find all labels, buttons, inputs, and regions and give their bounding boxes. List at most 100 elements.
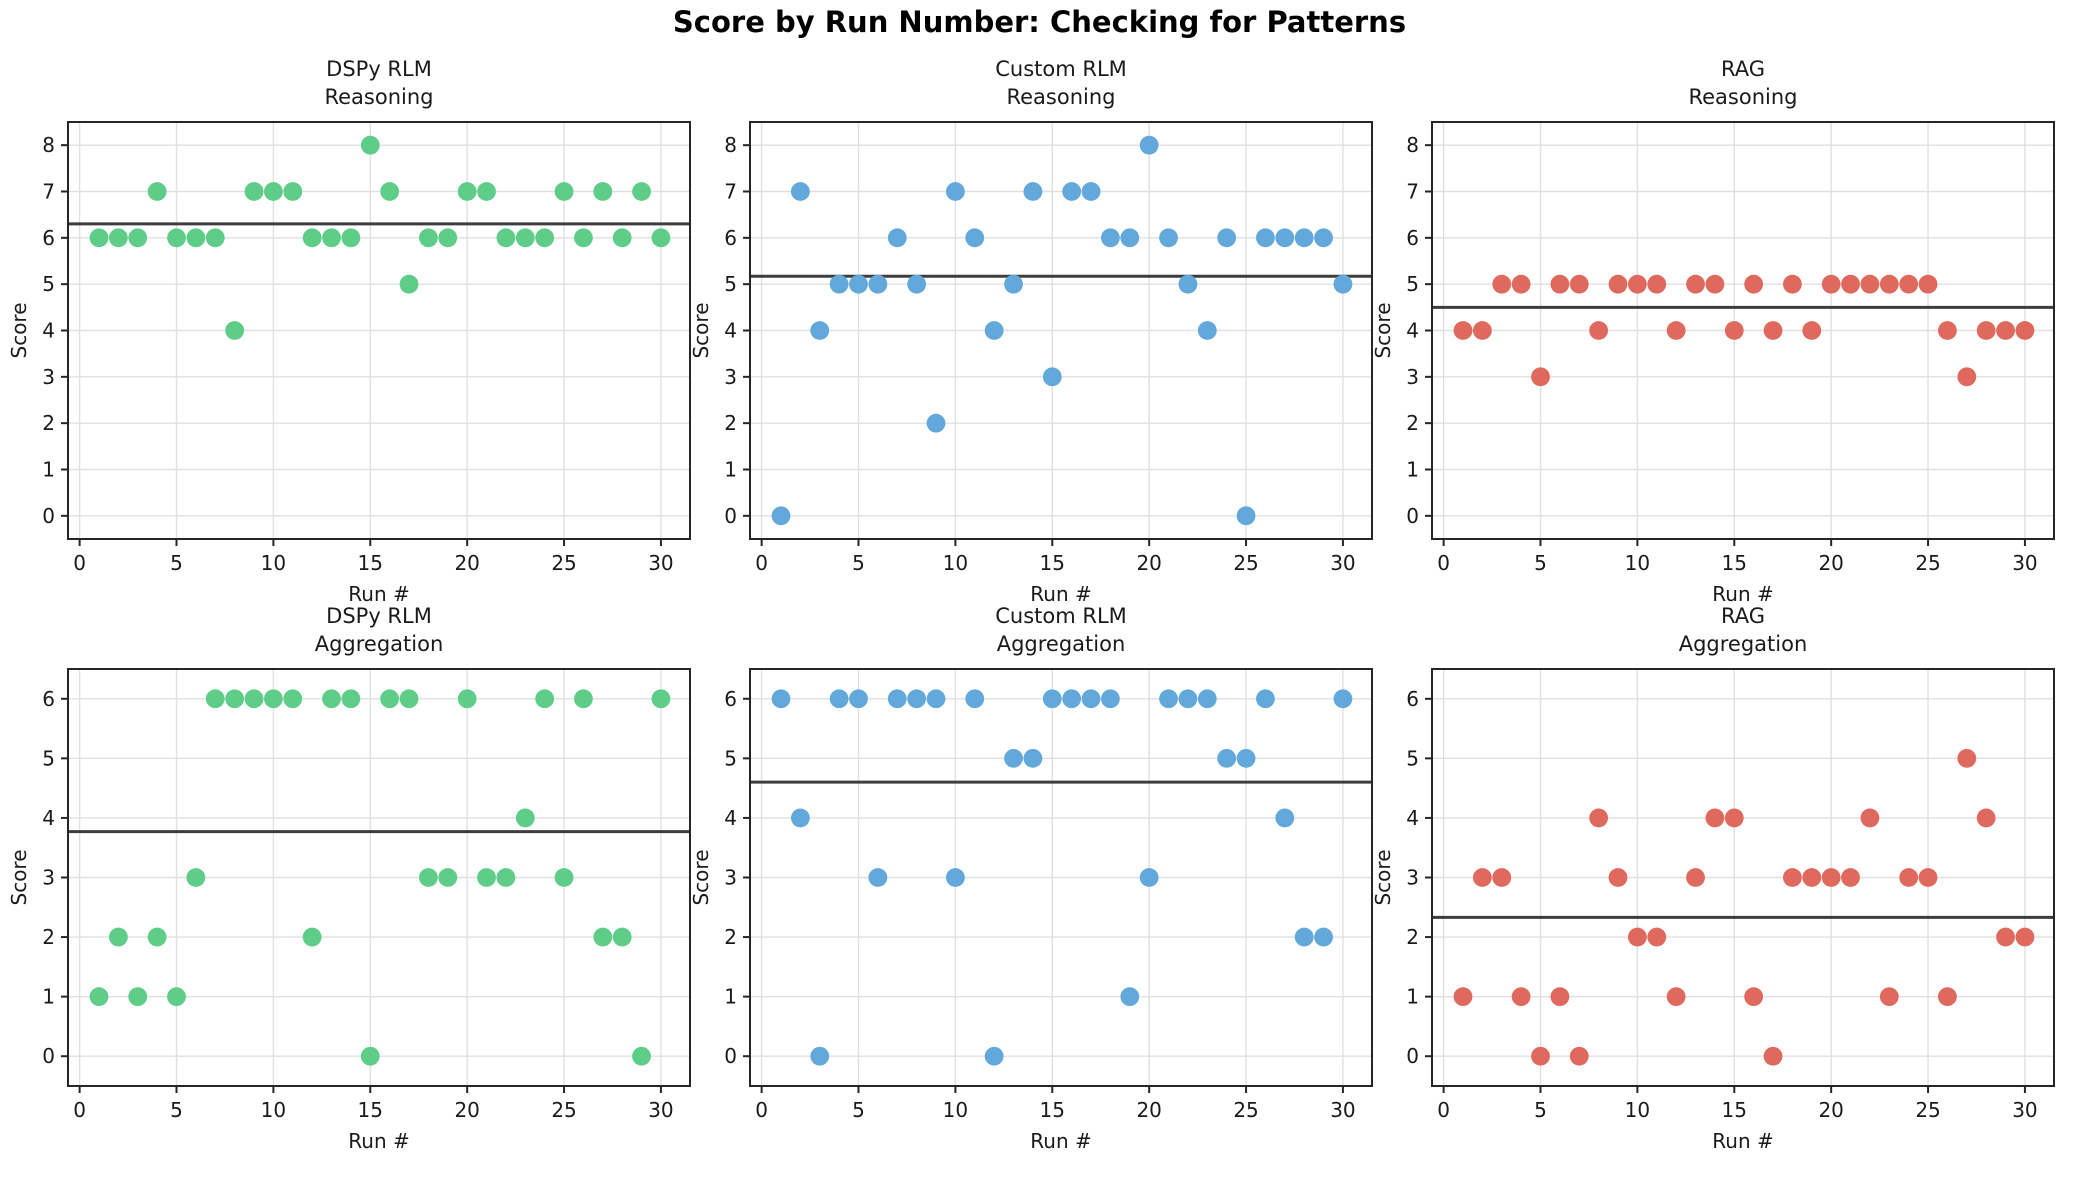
data-point: [167, 228, 186, 248]
x-tick-label: 20: [1818, 551, 1843, 575]
x-tick-label: 20: [1818, 1098, 1843, 1122]
data-point: [1511, 987, 1531, 1007]
y-tick-label: 6: [1406, 687, 1419, 711]
data-point: [1763, 1046, 1783, 1066]
y-axis-label: Score: [7, 302, 31, 358]
y-tick-label: 4: [724, 806, 737, 830]
y-tick-label: 1: [42, 985, 55, 1009]
data-point: [302, 228, 322, 248]
subplot-1: 0 5 10 15 20 25 30 0 1 2 3 4 5 6 7 8 Run # Score Custom RL…: [689, 57, 1373, 606]
data-point: [302, 927, 322, 947]
y-tick-label: 3: [724, 365, 737, 389]
data-point: [1531, 1046, 1550, 1066]
x-tick-label: 30: [1330, 1098, 1355, 1122]
data-point: [263, 689, 283, 709]
data-point: [926, 689, 946, 709]
subplot-title-line1: RAG: [1721, 57, 1765, 81]
x-tick-label: 30: [648, 1098, 673, 1122]
data-point: [1294, 927, 1314, 947]
data-point: [1178, 689, 1198, 709]
data-point: [1550, 274, 1570, 294]
data-point: [1062, 689, 1082, 709]
data-point: [632, 1046, 651, 1066]
data-point: [1744, 987, 1764, 1007]
y-tick-label: 0: [42, 504, 55, 528]
y-tick-label: 5: [1406, 746, 1419, 770]
data-point: [457, 689, 477, 709]
x-tick-label: 15: [358, 1098, 383, 1122]
data-point: [771, 689, 791, 709]
data-point: [574, 689, 593, 709]
data-point: [810, 321, 830, 340]
data-point: [1608, 274, 1628, 294]
x-tick-label: 10: [261, 551, 286, 575]
data-point: [1159, 689, 1178, 709]
y-tick-label: 7: [724, 180, 737, 204]
data-point: [829, 274, 849, 294]
x-tick-label: 30: [2012, 551, 2037, 575]
x-tick-label: 15: [1040, 551, 1065, 575]
y-tick-label: 7: [42, 180, 55, 204]
data-point: [1899, 274, 1919, 294]
data-point: [2015, 927, 2035, 947]
data-point: [1120, 228, 1140, 248]
subplot-title-line2: Reasoning: [1006, 85, 1115, 109]
data-point: [651, 228, 671, 248]
x-tick-label: 30: [1330, 551, 1355, 575]
data-point: [341, 228, 361, 248]
data-point: [535, 228, 555, 248]
y-axis-label: Score: [7, 849, 31, 905]
x-tick-label: 10: [261, 1098, 286, 1122]
x-tick-label: 20: [1136, 1098, 1161, 1122]
x-axis-label: Run #: [348, 582, 409, 606]
data-point: [1217, 748, 1237, 768]
x-axis-label: Run #: [1030, 1129, 1091, 1153]
y-tick-label: 1: [1406, 985, 1419, 1009]
data-point: [907, 274, 927, 294]
y-tick-label: 3: [1406, 365, 1419, 389]
data-point: [574, 228, 593, 248]
data-point: [554, 182, 574, 201]
y-tick-label: 8: [1406, 133, 1419, 157]
data-point: [1802, 321, 1822, 340]
data-point: [1627, 274, 1647, 294]
data-point: [1879, 274, 1899, 294]
subplot-3: 0 5 10 15 20 25 30 0 1 2 3 4 5 6 Run # Score DSPy RLM Agg…: [7, 604, 691, 1153]
data-point: [1996, 321, 2015, 340]
y-tick-label: 0: [724, 504, 737, 528]
y-tick-label: 1: [724, 985, 737, 1009]
data-point: [1197, 321, 1217, 340]
data-point: [612, 927, 632, 947]
data-point: [1860, 274, 1880, 294]
data-point: [322, 228, 341, 248]
y-tick-label: 7: [1406, 180, 1419, 204]
data-point: [1333, 689, 1353, 709]
subplot-title-line2: Reasoning: [1688, 85, 1797, 109]
data-point: [283, 689, 303, 709]
x-tick-label: 15: [1722, 1098, 1747, 1122]
data-point: [1666, 321, 1686, 340]
x-tick-label: 0: [73, 551, 86, 575]
data-point: [965, 689, 985, 709]
y-tick-label: 6: [724, 226, 737, 250]
data-point: [1647, 274, 1667, 294]
x-tick-label: 0: [1437, 1098, 1450, 1122]
data-point: [147, 927, 167, 947]
data-point: [515, 808, 535, 828]
data-point: [496, 228, 516, 248]
y-tick-label: 5: [724, 272, 737, 296]
data-point: [1256, 689, 1275, 709]
data-point: [1686, 274, 1705, 294]
data-point: [926, 413, 946, 433]
data-point: [147, 182, 167, 201]
y-tick-label: 1: [42, 458, 55, 482]
y-tick-label: 5: [42, 272, 55, 296]
x-tick-label: 20: [454, 1098, 479, 1122]
data-point: [535, 689, 555, 709]
data-point: [1918, 868, 1938, 887]
data-point: [1724, 808, 1744, 828]
data-point: [1821, 868, 1841, 887]
x-tick-label: 10: [943, 1098, 968, 1122]
data-point: [1860, 808, 1880, 828]
data-point: [1314, 228, 1333, 248]
